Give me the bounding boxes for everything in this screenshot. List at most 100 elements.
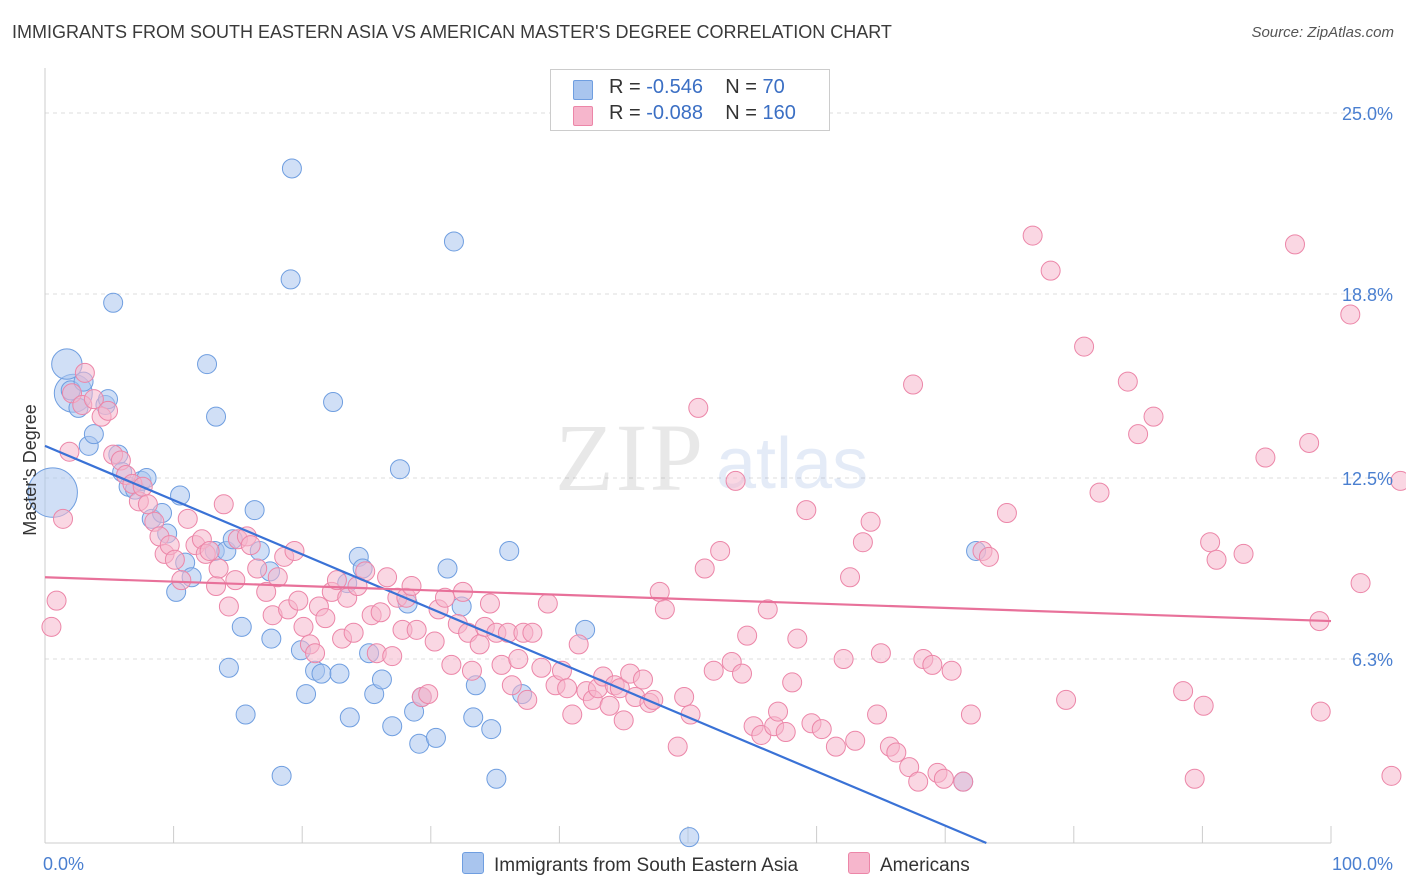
data-point	[1390, 470, 1406, 491]
data-point	[27, 467, 78, 518]
data-point	[562, 704, 583, 725]
data-point	[1117, 371, 1138, 392]
data-point	[197, 354, 218, 375]
data-point	[833, 649, 854, 670]
data-point	[271, 765, 292, 786]
data-point	[231, 616, 252, 637]
data-point	[1040, 260, 1061, 281]
data-point	[694, 558, 715, 579]
data-point	[860, 511, 881, 532]
data-point	[703, 660, 724, 681]
data-point	[679, 827, 700, 848]
bottom-swatch-blue	[462, 852, 484, 874]
legend-n-value: 70	[762, 76, 785, 98]
data-point	[382, 716, 403, 737]
data-point	[218, 596, 239, 617]
data-point	[389, 459, 410, 480]
data-point	[531, 657, 552, 678]
bottom-swatch-pink	[848, 852, 870, 874]
legend-swatch-blue	[573, 80, 593, 100]
data-point	[667, 736, 688, 757]
watermark-atlas: atlas	[716, 424, 868, 504]
data-point	[1284, 234, 1305, 255]
data-point	[933, 768, 954, 789]
y-tick-label: 18.8%	[1342, 285, 1393, 305]
data-point	[296, 684, 317, 705]
data-point	[199, 540, 220, 561]
legend-r-label: R =	[609, 102, 647, 124]
data-point	[240, 535, 261, 556]
data-point	[83, 389, 104, 410]
data-point	[1350, 573, 1371, 594]
data-point	[568, 634, 589, 655]
chart-title: IMMIGRANTS FROM SOUTH EASTERN ASIA VS AM…	[12, 22, 892, 42]
data-point	[654, 599, 675, 620]
data-point	[517, 689, 538, 710]
data-point	[98, 400, 119, 421]
data-point	[418, 684, 439, 705]
bottom-legend-label: Immigrants from South Eastern Asia	[494, 855, 799, 876]
data-point	[343, 622, 364, 643]
data-point	[1022, 225, 1043, 246]
data-point	[256, 581, 277, 602]
data-point	[782, 672, 803, 693]
data-point	[953, 771, 974, 792]
legend-n-value: 160	[762, 102, 796, 124]
data-point	[208, 558, 229, 579]
data-point	[409, 733, 430, 754]
data-point	[280, 269, 301, 290]
data-point	[1310, 701, 1331, 722]
y-tick-label: 6.3%	[1352, 650, 1393, 670]
data-point	[424, 631, 445, 652]
data-point	[74, 362, 95, 383]
data-point	[922, 654, 943, 675]
data-point	[1340, 304, 1361, 325]
data-point	[1128, 424, 1149, 445]
data-point	[941, 660, 962, 681]
source-label: Source: ZipAtlas.com	[1251, 24, 1394, 41]
data-point	[996, 503, 1017, 524]
data-point	[688, 397, 709, 418]
legend-n-label: N =	[725, 76, 763, 98]
data-point	[870, 643, 891, 664]
data-point	[1143, 406, 1164, 427]
data-point	[491, 654, 512, 675]
data-point	[225, 570, 246, 591]
data-point	[177, 508, 198, 529]
data-point	[757, 599, 778, 620]
series-americans	[41, 225, 1406, 792]
data-point	[213, 494, 234, 515]
data-point	[171, 570, 192, 591]
data-point	[339, 707, 360, 728]
data-point	[103, 292, 124, 313]
data-point	[1089, 482, 1110, 503]
data-point	[508, 649, 529, 670]
data-point	[267, 567, 288, 588]
data-point	[825, 736, 846, 757]
legend-swatch-pink	[573, 106, 593, 126]
data-point	[326, 570, 347, 591]
series-layer	[27, 158, 1406, 848]
x-tick-label: 0.0%	[43, 854, 84, 874]
data-point	[1193, 695, 1214, 716]
data-point	[710, 540, 731, 561]
grid-lines	[45, 112, 1391, 660]
data-point	[1056, 689, 1077, 710]
data-point	[886, 742, 907, 763]
data-point	[463, 707, 484, 728]
data-point	[1381, 765, 1402, 786]
data-point	[281, 158, 302, 179]
data-point	[53, 508, 74, 529]
data-point	[481, 719, 502, 740]
data-point	[434, 587, 455, 608]
data-point	[261, 628, 282, 649]
data-point	[1173, 681, 1194, 702]
data-point	[437, 558, 458, 579]
stats-legend: R = -0.546 N = 70 R = -0.088 N = 160	[550, 69, 830, 131]
data-point	[1206, 549, 1227, 570]
trend-line-americans	[44, 576, 1332, 623]
tick-labels: 6.3% 12.5% 18.8% 25.0% 0.0% 100.0%	[43, 104, 1393, 874]
data-point	[632, 669, 653, 690]
data-point	[377, 567, 398, 588]
data-point	[557, 678, 578, 699]
